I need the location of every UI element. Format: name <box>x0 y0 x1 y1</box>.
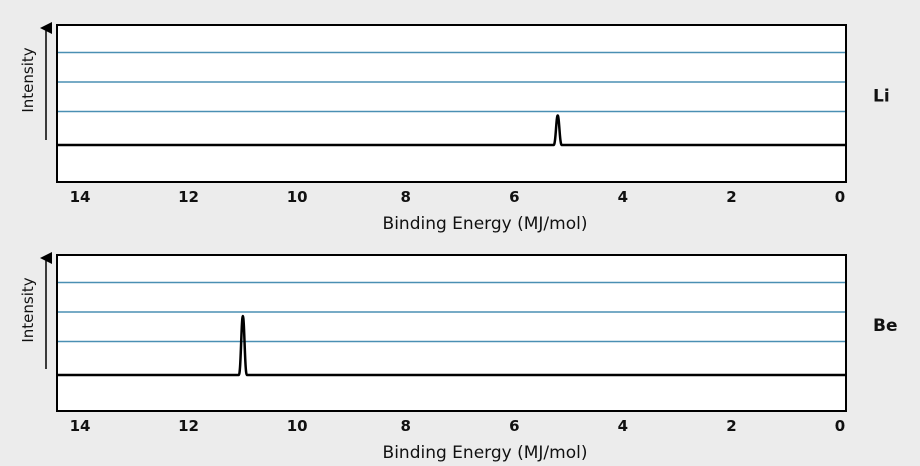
x-tick-label: 4 <box>618 417 628 435</box>
x-tick-label: 4 <box>618 188 628 206</box>
x-tick-label: 10 <box>287 188 308 206</box>
x-axis-label: Binding Energy (MJ/mol) <box>383 214 588 234</box>
plot-area <box>56 24 847 183</box>
x-tick-label: 2 <box>726 188 736 206</box>
x-tick-label: 14 <box>70 188 91 206</box>
y-axis-label: Intensity <box>19 47 37 112</box>
x-tick-label: 12 <box>178 188 199 206</box>
spectrum-trace <box>58 314 845 377</box>
x-tick-label: 0 <box>835 417 845 435</box>
x-tick-label: 6 <box>509 188 519 206</box>
spectrum-trace <box>58 114 845 147</box>
spectrum-panel-be: Intensity 14 12 10 8 6 4 2 0 Binding Energy (MJ/m… <box>19 252 898 463</box>
spectrum-panel-li: Intensity 14 12 10 8 6 4 2 0 Binding Energy (MJ/m… <box>19 22 890 234</box>
x-tick-label: 6 <box>509 417 519 435</box>
x-tick-label: 0 <box>835 188 845 206</box>
x-tick-label: 8 <box>400 188 410 206</box>
plot-area <box>56 254 847 412</box>
element-label: Be <box>873 316 898 336</box>
x-tick-label: 14 <box>70 417 91 435</box>
x-tick-label: 10 <box>287 417 308 435</box>
element-label: Li <box>873 87 890 107</box>
y-axis-label: Intensity <box>19 277 37 342</box>
x-tick-label: 12 <box>178 417 199 435</box>
x-tick-label: 8 <box>400 417 410 435</box>
x-axis-label: Binding Energy (MJ/mol) <box>383 443 588 463</box>
x-tick-label: 2 <box>726 417 736 435</box>
